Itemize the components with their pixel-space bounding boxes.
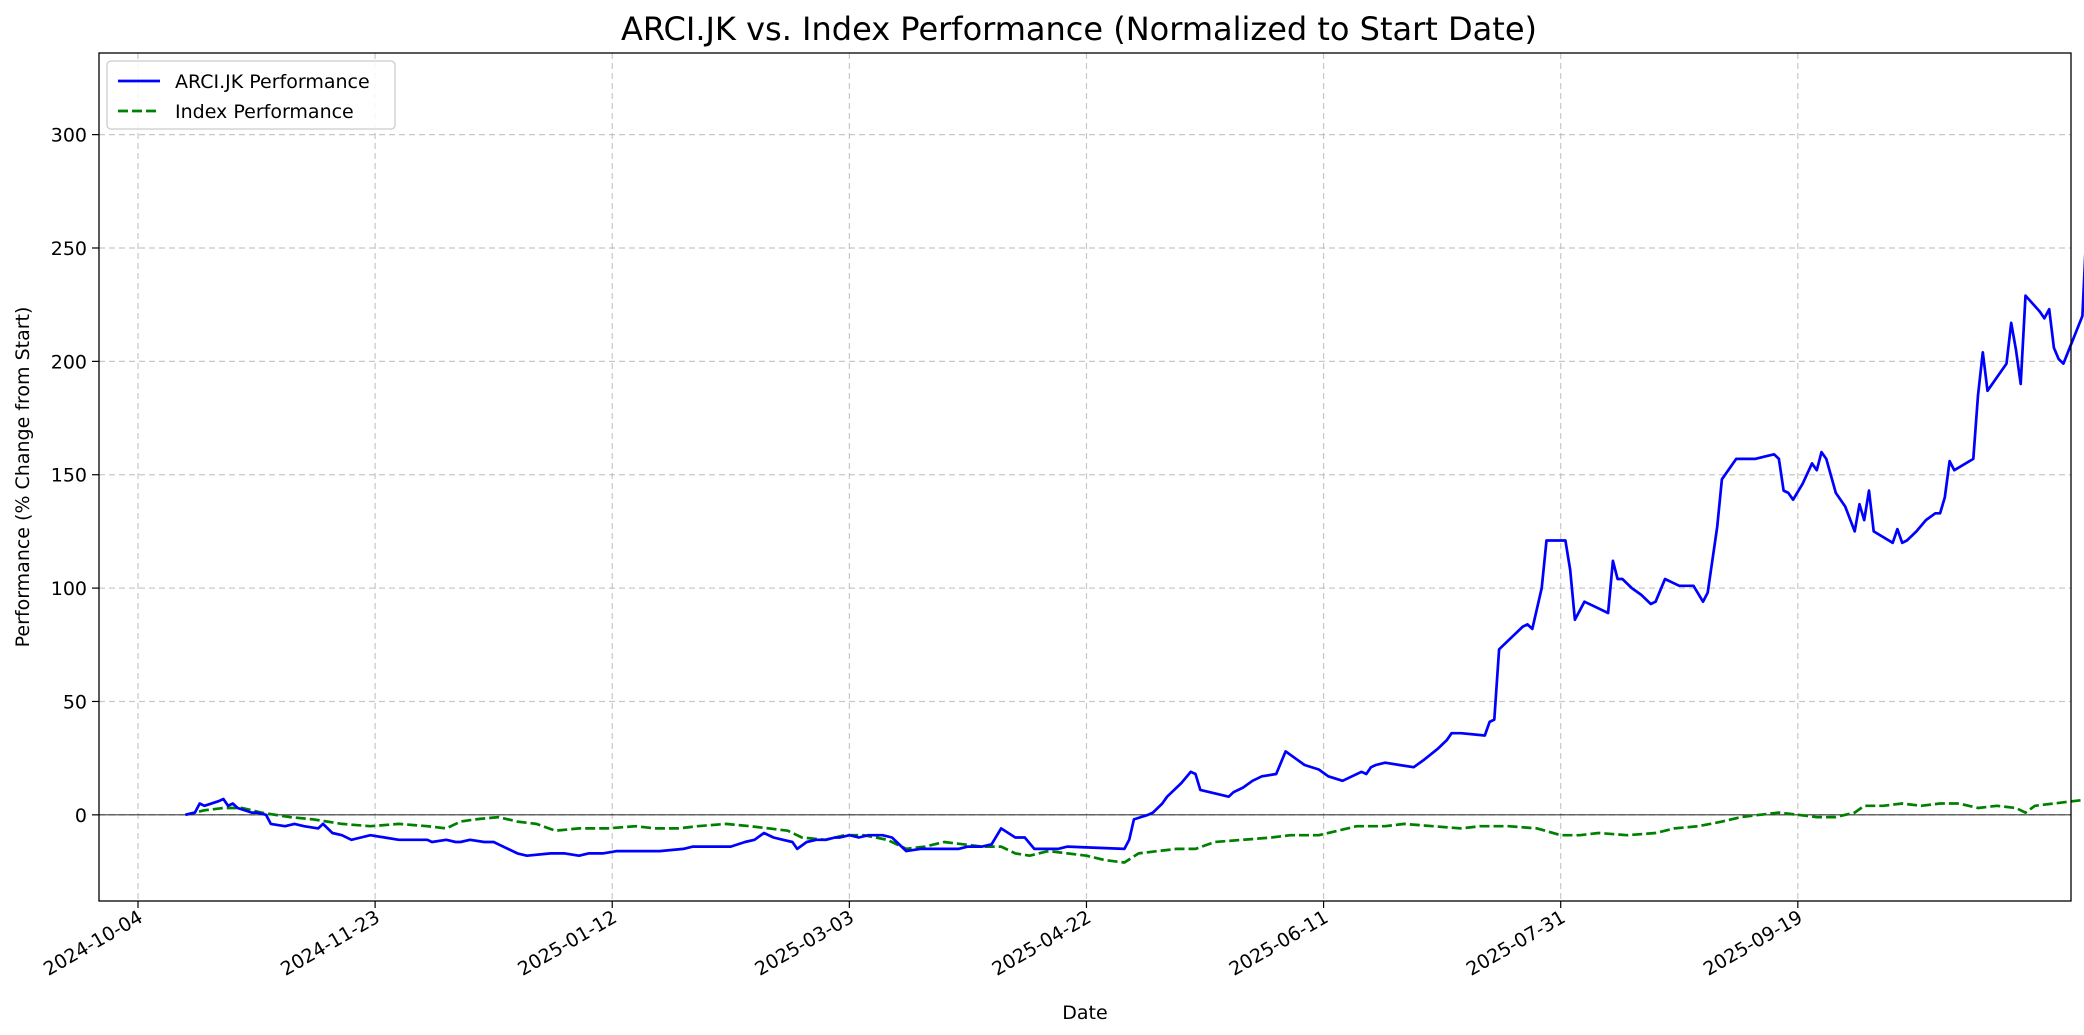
y-tick-label: 300 (51, 125, 87, 147)
legend-entry-index: Index Performance (175, 101, 354, 123)
x-tick-label: 2025-04-22 (988, 906, 1095, 980)
x-tick-label: 2025-06-11 (1225, 906, 1332, 980)
x-tick-label: 2025-09-19 (1700, 906, 1807, 980)
x-tick-label: 2024-10-04 (40, 906, 147, 980)
chart-title: ARCI.JK vs. Index Performance (Normalize… (621, 10, 1537, 48)
plot-series (99, 253, 2084, 864)
legend-box (106, 60, 396, 130)
legend-entry-arci: ARCI.JK Performance (175, 71, 370, 93)
y-tick-label: 0 (75, 805, 87, 827)
plot-frame (98, 52, 2072, 902)
grid (99, 53, 2071, 901)
x-tick-label: 2024-11-23 (277, 906, 384, 980)
x-tick-label: 2025-03-03 (751, 906, 858, 980)
y-axis-label: Performance (% Change from Start) (12, 307, 34, 648)
y-axis-ticks: 0 50 100 150 200 250 300 (51, 125, 99, 827)
x-tick-label: 2025-07-31 (1463, 906, 1570, 980)
y-tick-label: 200 (51, 351, 87, 373)
legend: ARCI.JK Performance Index Performance (106, 60, 396, 130)
y-tick-label: 50 (63, 691, 87, 713)
x-axis-label: Date (1062, 1002, 1107, 1024)
y-tick-label: 250 (51, 238, 87, 260)
x-axis-ticks: 2024-10-04 2024-11-23 2025-01-12 2025-03-03… (40, 901, 1806, 981)
series-line-index (185, 798, 2084, 864)
y-tick-label: 150 (51, 465, 87, 487)
x-tick-label: 2025-01-12 (514, 906, 621, 980)
y-tick-label: 100 (51, 578, 87, 600)
series-line-arci (185, 253, 2084, 858)
